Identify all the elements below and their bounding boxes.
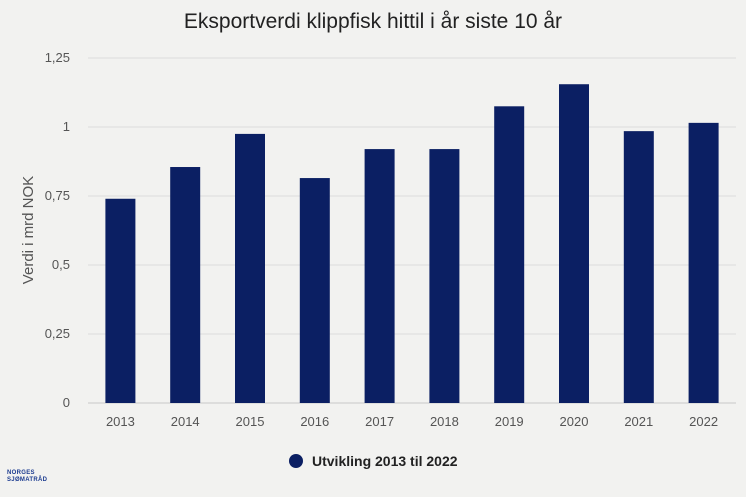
y-axis-ticks: 0 0,25 0,5 0,75 1 1,25 — [45, 50, 70, 410]
bar-2017[interactable] — [364, 149, 395, 403]
bar-2020[interactable] — [559, 84, 589, 403]
x-tick-label-2013: 2013 — [106, 414, 135, 429]
logo-line-2: SJØMATRÅD — [7, 477, 48, 483]
y-axis-label: Verdi i mrd NOK — [20, 176, 37, 284]
x-tick-label-2020: 2020 — [560, 414, 589, 429]
y-tick-label: 1 — [63, 119, 70, 134]
bar-2018[interactable] — [429, 149, 460, 403]
x-tick-label-2017: 2017 — [365, 414, 394, 429]
legend-label: Utvikling 2013 til 2022 — [312, 453, 458, 469]
x-tick-label-2014: 2014 — [171, 414, 200, 429]
x-tick-label-2015: 2015 — [236, 414, 265, 429]
chart-title: Eksportverdi klippfisk hittil i år siste… — [184, 10, 562, 33]
logo-line-1: NORGES — [7, 470, 35, 476]
bar-2021[interactable] — [623, 131, 654, 403]
bar-2022[interactable] — [688, 122, 719, 404]
x-axis-ticks: 2013 2014 2015 2016 2017 2018 2019 2020 2021 2022 — [106, 414, 718, 429]
x-tick-label-2021: 2021 — [624, 414, 653, 429]
bar-2015[interactable] — [235, 133, 265, 403]
norges-sjomatrad-logo: NORGES SJØMATRÅD — [7, 470, 47, 484]
y-tick-label: 0 — [63, 395, 70, 410]
bar-2019[interactable] — [494, 106, 525, 404]
bar-2016[interactable] — [299, 178, 330, 403]
legend[interactable]: Utvikling 2013 til 2022 — [289, 453, 458, 469]
x-tick-label-2016: 2016 — [300, 414, 329, 429]
y-tick-label: 0,25 — [45, 326, 70, 341]
y-tick-label: 0,75 — [45, 188, 70, 203]
y-tick-label: 1,25 — [45, 50, 70, 65]
x-tick-label-2018: 2018 — [430, 414, 459, 429]
y-tick-label: 0,5 — [52, 257, 70, 272]
bar-2013[interactable] — [105, 198, 136, 403]
legend-marker — [289, 454, 303, 468]
bars — [105, 84, 719, 404]
x-tick-label-2019: 2019 — [495, 414, 524, 429]
bar-2014[interactable] — [170, 167, 201, 403]
x-tick-label-2022: 2022 — [689, 414, 718, 429]
